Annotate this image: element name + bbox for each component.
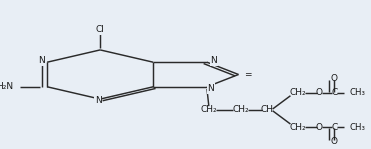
Text: N: N [95, 96, 102, 105]
Text: N: N [210, 56, 217, 65]
Text: CH₃: CH₃ [350, 122, 366, 132]
Text: CH₂: CH₂ [232, 105, 249, 114]
Text: Cl: Cl [96, 25, 105, 34]
Text: CH: CH [260, 105, 273, 114]
Text: CH₂: CH₂ [289, 122, 306, 132]
Text: C: C [331, 88, 337, 97]
Text: C: C [331, 122, 337, 132]
Text: CH₂: CH₂ [289, 88, 306, 97]
Text: O: O [331, 74, 338, 83]
Text: O: O [331, 137, 338, 146]
Text: =: = [244, 70, 252, 79]
Text: O: O [316, 88, 323, 97]
Text: CH₃: CH₃ [350, 88, 366, 97]
Text: N: N [207, 84, 214, 93]
Text: O: O [316, 122, 323, 132]
Text: N: N [38, 56, 45, 65]
Text: H₂N: H₂N [0, 82, 13, 91]
Text: CH₂: CH₂ [200, 105, 217, 114]
